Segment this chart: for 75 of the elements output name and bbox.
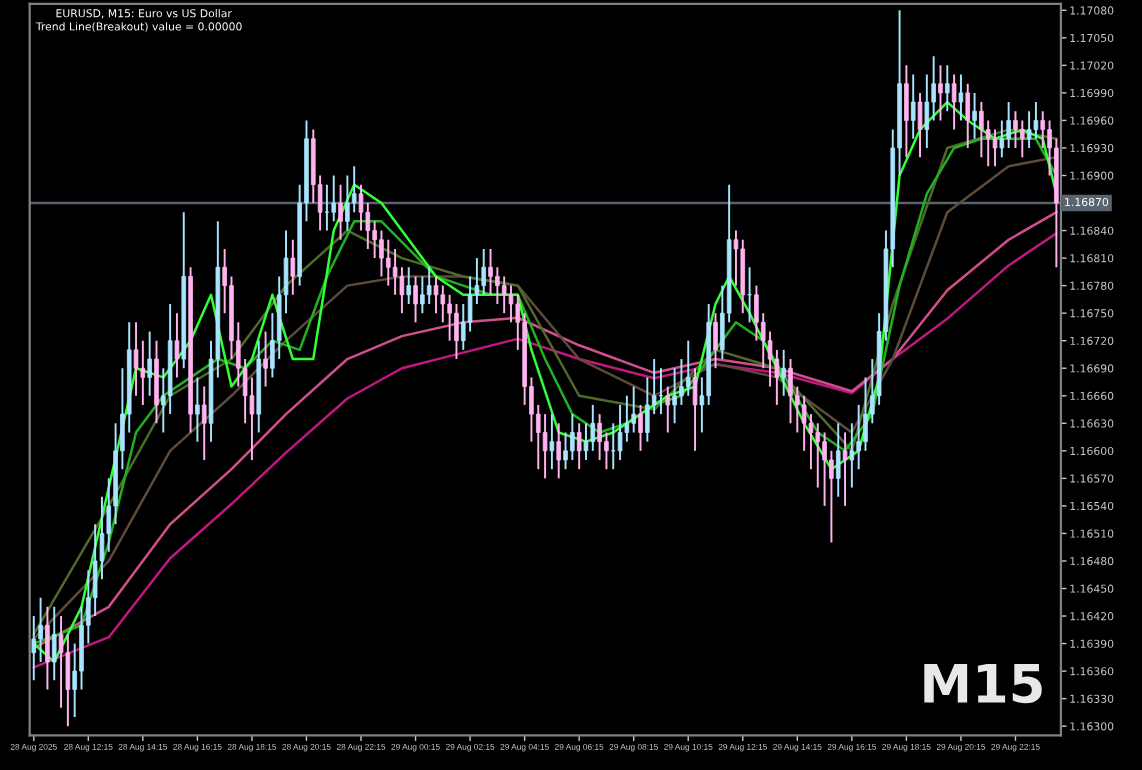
candlestick [992,128,998,168]
candlestick [917,91,923,159]
candlestick [979,101,984,159]
candlestick [733,229,739,287]
candlestick [454,303,459,361]
candlestick [351,165,357,214]
candlestick [713,312,718,370]
candlestick [597,413,602,461]
candlestick [658,367,664,416]
candlestick [481,247,487,296]
candlestick [965,82,971,149]
candlestick [849,422,855,489]
annotation: M15 [924,663,1042,704]
candlestick [556,422,562,480]
candlestick [638,403,643,452]
candlestick [781,348,786,397]
candlestick [379,229,384,278]
candlestick [1040,110,1046,149]
candlestick [788,358,793,425]
candlestick [945,64,950,113]
candlestick [31,615,37,682]
candlestick [433,275,439,315]
candlestick [1026,110,1032,149]
candlestick [147,330,152,397]
candlestick [290,238,296,296]
candlestick [1013,110,1018,149]
candlestick [904,64,909,159]
candlestick [549,413,555,471]
candlestick [45,605,50,691]
candlestick [631,385,636,434]
candlestick [972,91,977,140]
candlestick [154,339,159,425]
candlestick [747,266,752,324]
candlestick [958,73,964,122]
candlestick [665,385,671,434]
candlestick [924,73,930,149]
candlestick [590,403,596,452]
candlestick [842,431,848,507]
candlestick [488,247,493,296]
candlestick [617,403,623,461]
candlestick [51,605,57,682]
candlestick [426,266,432,305]
candlestick [406,266,412,305]
candlestick [331,174,337,223]
candlestick [1006,101,1011,149]
candlestick [672,367,677,425]
candlestick [576,422,582,471]
candlestick [910,73,916,140]
candlestick [985,119,991,168]
candlestick [570,413,575,461]
candlestick [440,284,446,324]
candlestick [542,413,548,480]
candlestick [938,64,943,122]
candlestick [692,367,698,452]
candlestick [201,385,207,461]
candlestick [385,238,391,287]
candlestick [420,275,425,315]
candlestick [338,183,343,241]
candlestick [740,238,746,315]
candlestick [999,119,1005,159]
candlestick [413,275,418,324]
candlestick [1019,119,1025,159]
candlestick [685,339,691,397]
candlestick [195,376,200,443]
candlestick [815,422,821,489]
candlestick [324,183,330,232]
candlestick [133,321,139,397]
candlestick [263,330,268,388]
candlestick [345,174,350,232]
candlestick [610,422,616,471]
candlestick [835,422,841,498]
candlestick [951,73,957,131]
candlestick [501,275,507,315]
candlestick [1033,101,1039,140]
candlestick [174,312,180,379]
